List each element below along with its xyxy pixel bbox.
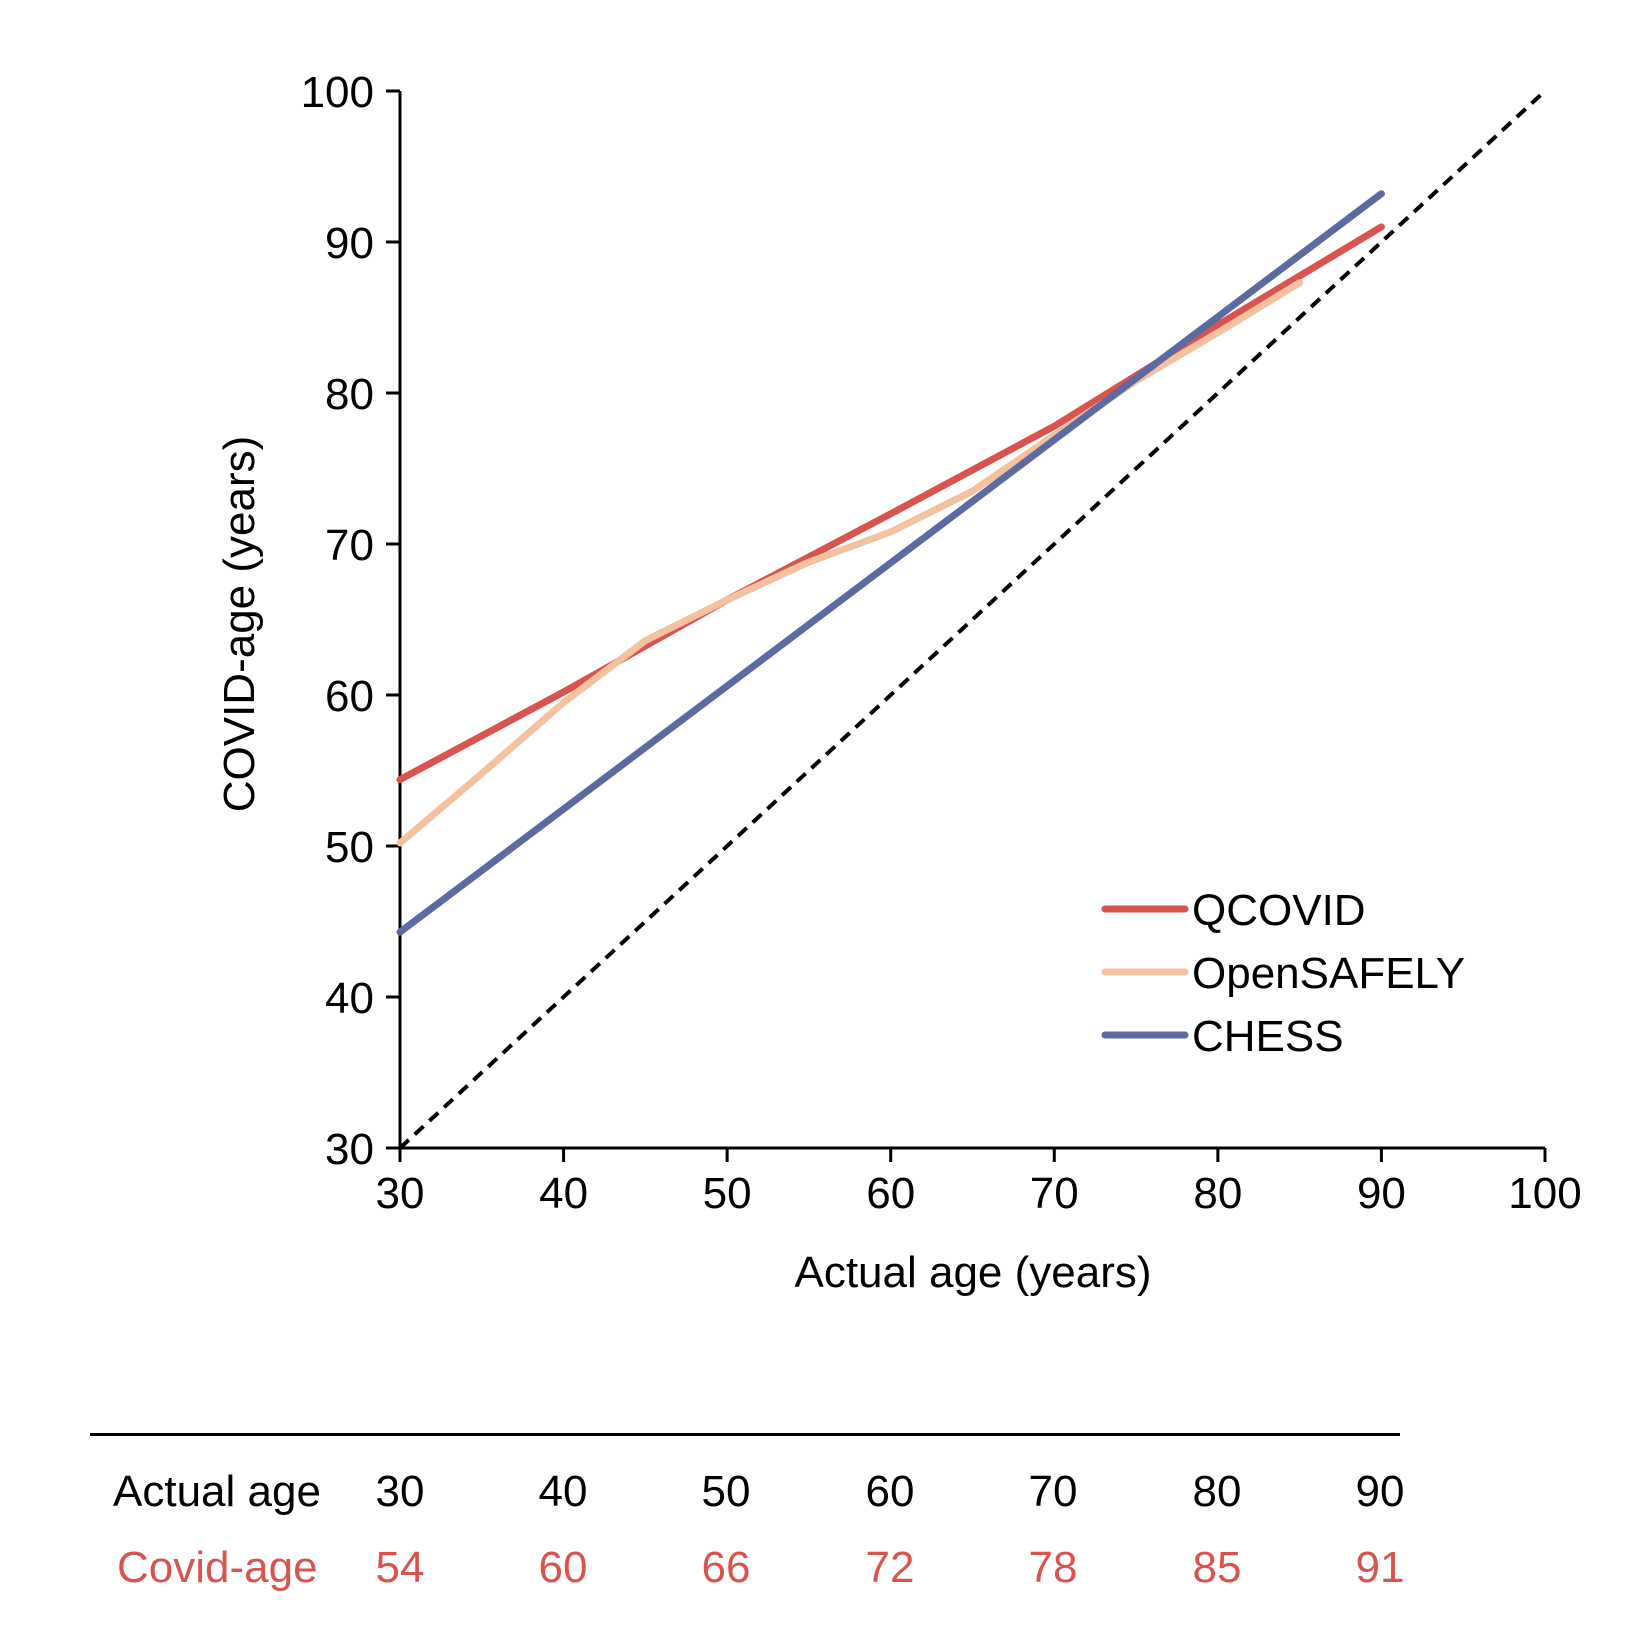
y-tick-label: 40 [325, 974, 374, 1023]
table-top-rule [90, 1433, 1400, 1436]
y-tick-label: 30 [325, 1125, 374, 1174]
table-covid-cell: 85 [1192, 1543, 1242, 1592]
series-line-chess [396, 190, 1385, 936]
table-covid-age-label: Covid-age [117, 1543, 318, 1592]
x-tick-label: 30 [376, 1169, 425, 1218]
table-covid-cell: 72 [865, 1543, 915, 1592]
y-tick-label: 90 [325, 219, 374, 268]
y-axis-label: COVID-age (years) [215, 436, 264, 813]
legend-label: CHESS [1192, 1012, 1344, 1061]
table-covid-cell: 60 [538, 1543, 588, 1592]
table-actual-cell: 50 [701, 1467, 751, 1516]
table-covid-cell: 91 [1355, 1543, 1405, 1592]
x-tick-label: 100 [1508, 1169, 1581, 1218]
legend: QCOVID OpenSAFELY CHESS [1101, 886, 1465, 1061]
x-tick-label: 90 [1357, 1169, 1406, 1218]
table-actual-cell: 30 [375, 1467, 425, 1516]
x-tick-label: 60 [866, 1169, 915, 1218]
legend-label: QCOVID [1192, 886, 1366, 935]
y-tick-label: 80 [325, 370, 374, 419]
y-tick-label: 50 [325, 823, 374, 872]
axes [398, 91, 1545, 1150]
covid-age-chart: 30 40 50 60 70 80 90 100 30 40 50 60 70 80 90 100 QCOVI… [215, 68, 1582, 1297]
series-lines [396, 89, 1547, 1150]
table-actual-cell: 60 [865, 1467, 915, 1516]
series-line-opensafely [396, 279, 1304, 847]
table-covid-cell: 54 [375, 1543, 425, 1592]
x-tick-label: 50 [703, 1169, 752, 1218]
table-covid-cell: 78 [1028, 1543, 1078, 1592]
x-axis-label: Actual age (years) [794, 1248, 1151, 1297]
table-actual-cell: 80 [1192, 1467, 1242, 1516]
y-tick-label: 60 [325, 672, 374, 721]
legend-label: OpenSAFELY [1192, 949, 1465, 998]
y-tick-label: 100 [301, 68, 374, 117]
ticks: 30 40 50 60 70 80 90 100 30 40 50 60 70 80 90 100 [301, 68, 1582, 1218]
x-tick-label: 70 [1030, 1169, 1079, 1218]
table-actual-cell: 70 [1028, 1467, 1078, 1516]
table-actual-cell: 40 [538, 1467, 588, 1516]
y-tick-label: 70 [325, 521, 374, 570]
x-tick-label: 40 [539, 1169, 588, 1218]
table-covid-cell: 66 [701, 1543, 751, 1592]
table-actual-age-label: Actual age [113, 1467, 321, 1516]
table-actual-cell: 90 [1355, 1467, 1405, 1516]
series-line-qcovid [396, 223, 1385, 784]
x-tick-label: 80 [1193, 1169, 1242, 1218]
